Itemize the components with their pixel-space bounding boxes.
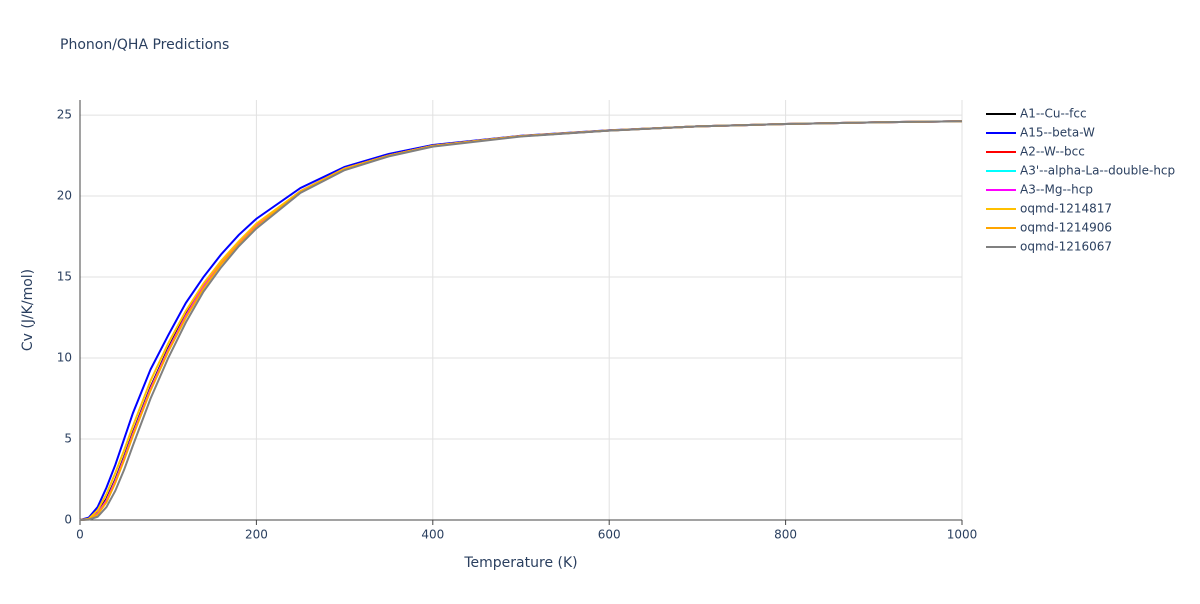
chart-title: Phonon/QHA Predictions bbox=[60, 37, 229, 53]
series-line bbox=[79, 120, 963, 521]
y-tick-label: 10 bbox=[57, 351, 72, 365]
series-line bbox=[79, 120, 963, 521]
legend-label: A1--Cu--fcc bbox=[1020, 107, 1087, 121]
y-axis-title: Cv (J/K/mol) bbox=[20, 269, 36, 351]
x-tick-label: 1000 bbox=[947, 528, 978, 542]
y-tick-label: 20 bbox=[57, 189, 72, 203]
series-line bbox=[79, 120, 963, 521]
series-line bbox=[79, 120, 963, 521]
x-tick-label: 800 bbox=[774, 528, 797, 542]
series-line bbox=[79, 120, 963, 521]
y-tick-label: 15 bbox=[57, 270, 72, 284]
x-tick-label: 0 bbox=[76, 528, 84, 542]
series-line bbox=[79, 120, 963, 521]
legend-label: A3--Mg--hcp bbox=[1020, 183, 1093, 197]
legend-label: oqmd-1216067 bbox=[1020, 240, 1112, 254]
legend-label: A3'--alpha-La--double-hcp bbox=[1020, 164, 1175, 178]
x-axis-title: Temperature (K) bbox=[463, 555, 577, 571]
series-line bbox=[79, 120, 963, 521]
legend-label: A15--beta-W bbox=[1020, 126, 1095, 140]
x-tick-label: 400 bbox=[421, 528, 444, 542]
y-tick-label: 5 bbox=[64, 432, 72, 446]
x-tick-label: 200 bbox=[245, 528, 268, 542]
legend-label: oqmd-1214817 bbox=[1020, 202, 1112, 216]
series-line bbox=[79, 120, 963, 521]
y-tick-label: 0 bbox=[64, 513, 72, 527]
legend-label: oqmd-1214906 bbox=[1020, 221, 1112, 235]
x-tick-label: 600 bbox=[598, 528, 621, 542]
legend-label: A2--W--bcc bbox=[1020, 145, 1085, 159]
y-tick-label: 25 bbox=[57, 108, 72, 122]
